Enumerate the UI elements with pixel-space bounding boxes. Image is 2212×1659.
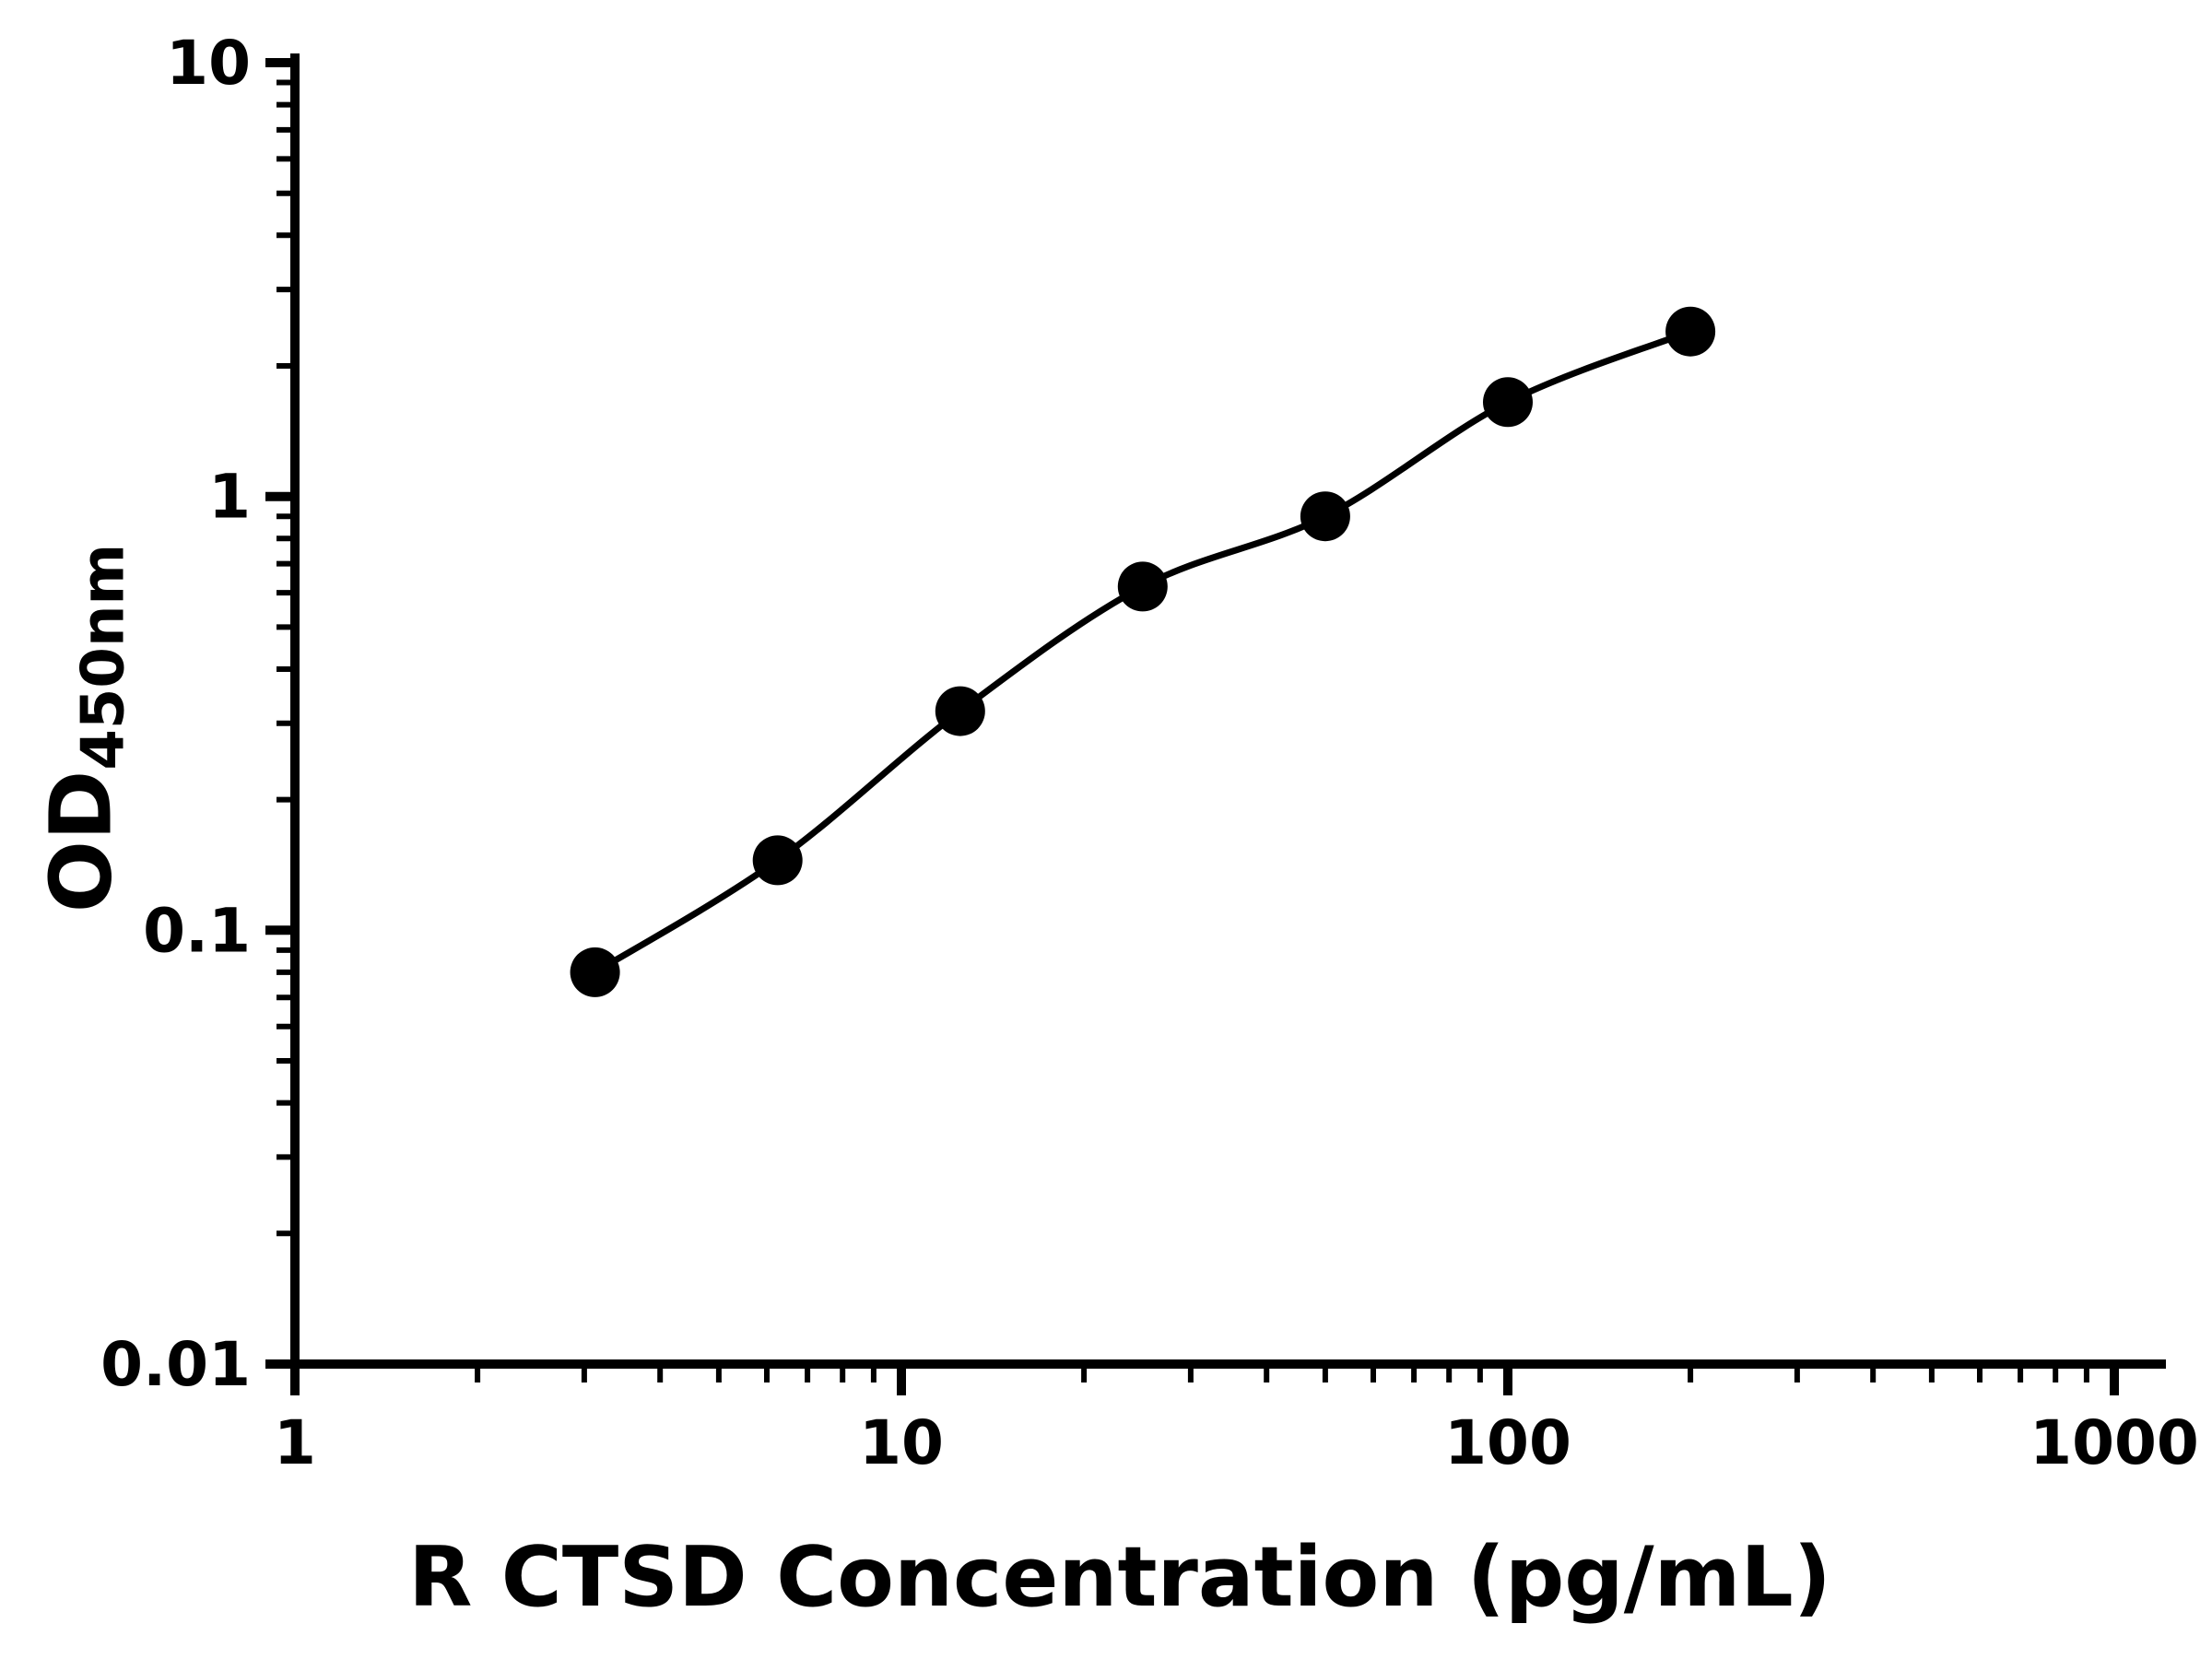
data-point	[1300, 491, 1350, 542]
y-tick-label: 1	[208, 462, 251, 533]
y-tick-label: 10	[166, 28, 251, 99]
y-tick-label: 0.1	[143, 895, 251, 966]
x-tick-label: 100	[1444, 1407, 1571, 1478]
data-point	[935, 686, 985, 736]
x-tick-label: 10	[859, 1407, 944, 1478]
y-axis-title-subscript: 450nm	[69, 543, 138, 771]
data-point	[1117, 561, 1168, 612]
x-tick-label: 1000	[2030, 1407, 2199, 1478]
data-point	[570, 947, 620, 997]
data-point	[752, 835, 803, 886]
data-point	[1665, 306, 1716, 357]
data-point	[1483, 377, 1533, 428]
y-axis-title: OD450nm	[31, 544, 138, 913]
y-tick-label: 0.01	[100, 1329, 251, 1400]
x-tick-label: 1	[274, 1407, 316, 1478]
y-axis-title-base: OD	[31, 770, 131, 913]
x-axis-title: R CTSD Concentration (pg/mL)	[408, 1529, 1831, 1626]
